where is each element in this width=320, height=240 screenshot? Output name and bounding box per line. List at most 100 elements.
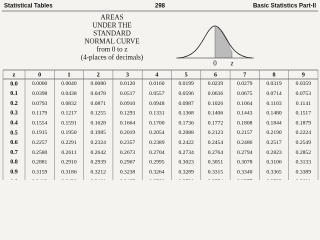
table-cell: 0.3621 (296, 179, 312, 180)
table-cell: 0.0948 (149, 101, 165, 107)
table-cell: 0.1700 (149, 120, 165, 126)
table-cell: 0.0675 (237, 91, 253, 97)
row-header: 0.4 (10, 120, 18, 126)
column-header: 1 (67, 72, 70, 78)
table-cell: 0.2794 (237, 150, 253, 156)
table-cell: 0.3023 (178, 160, 194, 166)
table-cell: 0.1293 (120, 111, 136, 117)
title-line: UNDER THE (92, 22, 131, 30)
table-cell: 0.1950 (61, 130, 77, 136)
column-header: 6 (214, 72, 217, 78)
table-cell: 0.0319 (266, 81, 282, 87)
table-cell: 0.0478 (91, 91, 107, 97)
table-cell: 0.0120 (120, 81, 136, 87)
column-header: 9 (302, 72, 305, 78)
table-cell: 0.1331 (149, 111, 165, 117)
table-cell: 0.1664 (120, 120, 136, 126)
title-line: NORMAL CURVE (85, 38, 140, 46)
table-cell: 0.1103 (266, 101, 281, 107)
paper (0, 0, 320, 180)
table-cell: 0.2580 (32, 150, 48, 156)
table-cell: 0.2673 (120, 150, 136, 156)
table-cell: 0.1517 (296, 111, 312, 117)
table-cell: 0.3413 (32, 179, 48, 180)
column-header: 7 (243, 72, 246, 78)
page-number: 298 (155, 4, 166, 10)
table-cell: 0.2389 (149, 140, 165, 146)
table-cell: 0.3078 (237, 160, 253, 166)
table-cell: 0.0832 (61, 101, 77, 107)
table-cell: 0.0438 (61, 91, 77, 97)
table-cell: 0.2454 (208, 140, 224, 146)
table-cell: 0.1628 (91, 120, 107, 126)
header-right: Basic Statistics Part-II (253, 4, 316, 10)
table-cell: 0.2734 (178, 150, 194, 156)
table-cell: 0.2324 (91, 140, 107, 146)
table-cell: 0.0040 (61, 81, 77, 87)
table-cell: 0.3106 (266, 160, 282, 166)
title-line: AREAS (101, 14, 124, 22)
table-cell: 0.1026 (208, 101, 224, 107)
table-cell: 0.3389 (296, 169, 312, 175)
table-cell: 0.0793 (32, 101, 48, 107)
table-cell: 0.0080 (91, 81, 107, 87)
row-header: 0.8 (10, 160, 18, 166)
table-cell: 0.2852 (296, 150, 312, 156)
row-header: 0.1 (10, 91, 18, 97)
table-cell: 0.0359 (296, 81, 312, 87)
row-header: 1.0 (10, 179, 18, 180)
table-cell: 0.0910 (120, 101, 136, 107)
table-cell: 0.3599 (266, 179, 282, 180)
table-cell: 0.2967 (120, 160, 136, 166)
table-cell: 0.1844 (266, 120, 282, 126)
row-header: 0.6 (10, 140, 18, 146)
table-cell: 0.1915 (32, 130, 48, 136)
table-cell: 0.2224 (296, 130, 312, 136)
table-cell: 0.2257 (32, 140, 48, 146)
column-header: 3 (126, 72, 129, 78)
table-cell: 0.2190 (266, 130, 282, 136)
figure-label: z (230, 60, 234, 68)
table-cell: 0.3554 (208, 179, 224, 180)
table-cell: 0.3531 (178, 179, 194, 180)
table-cell: 0.0160 (149, 81, 165, 87)
table-cell: 0.1772 (208, 120, 224, 126)
table-cell: 0.3461 (91, 179, 107, 180)
table-cell: 0.2823 (266, 150, 282, 156)
table: z 0 1 2 3 4 5 6 7 8 9 0.0 0.0000 0.0040 0.0080 0.0120 0.… (2, 69, 319, 180)
table-cell: 0.1480 (266, 111, 282, 117)
table-cell: 0.3289 (178, 169, 194, 175)
table-cell: 0.1808 (237, 120, 253, 126)
row-header: 0.7 (10, 150, 18, 156)
table-cell: 0.1141 (296, 101, 311, 107)
table-cell: 0.3508 (149, 179, 165, 180)
table-cell: 0.1443 (237, 111, 253, 117)
table-cell: 0.3485 (120, 179, 136, 180)
table-cell: 0.1985 (91, 130, 107, 136)
row-header: 0.3 (10, 111, 18, 117)
table-cell: 0.1255 (91, 111, 107, 117)
table-cell: 0.3438 (61, 179, 77, 180)
table-cell: 0.0714 (266, 91, 282, 97)
table-cell: 0.3159 (32, 169, 48, 175)
table-cell: 0.1179 (32, 111, 47, 117)
row-header: 0.2 (10, 101, 18, 107)
row-header: 0.0 (10, 81, 18, 87)
table-cell: 0.1064 (237, 101, 253, 107)
figure-label: 0 (213, 60, 217, 68)
table-cell: 0.3365 (266, 169, 282, 175)
table-cell: 0.2291 (61, 140, 77, 146)
table-cell: 0.1406 (208, 111, 224, 117)
table-cell: 0.2995 (149, 160, 165, 166)
table-cell: 0.3264 (149, 169, 165, 175)
table-cell: 0.0199 (178, 81, 194, 87)
table-cell: 0.2642 (91, 150, 107, 156)
table-cell: 0.2019 (120, 130, 136, 136)
normal-curve-figure: 0 z (176, 25, 254, 68)
table-cell: 0.0517 (120, 91, 136, 97)
table-cell: 0.2611 (61, 150, 76, 156)
table-cell: 0.2881 (32, 160, 48, 166)
table-cell: 0.3133 (296, 160, 312, 166)
table-cell: 0.2910 (61, 160, 77, 166)
